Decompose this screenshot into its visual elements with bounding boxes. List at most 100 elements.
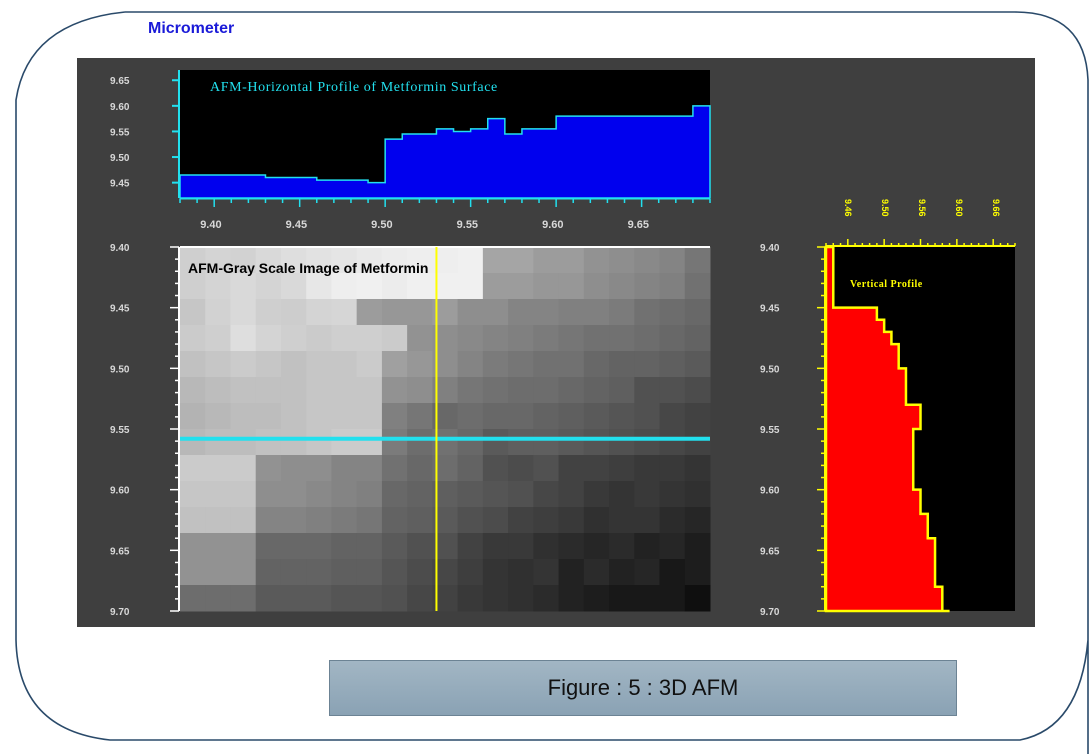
heatmap-cell [230, 481, 257, 508]
heatmap-cell [482, 273, 509, 300]
heatmap-cell [508, 455, 534, 482]
horizontal-profile-title: AFM-Horizontal Profile of Metformin Surf… [210, 80, 498, 95]
horizontal-profile-y-tick-label: 9.45 [110, 179, 130, 190]
heatmap-cell [583, 533, 610, 560]
heatmap-y-tick-label: 9.60 [110, 486, 130, 497]
heatmap-cell [659, 481, 686, 508]
heatmap-cell [356, 273, 383, 300]
heatmap-cell [306, 429, 332, 456]
heatmap-cell [634, 299, 661, 326]
heatmap-cell [381, 247, 408, 274]
heatmap-cell [558, 299, 585, 326]
heatmap-cell [306, 325, 332, 352]
heatmap-cell [407, 559, 433, 586]
heatmap-cell [280, 533, 307, 560]
heatmap-cell [457, 585, 484, 612]
vertical-profile-title: Vertical Profile [850, 279, 923, 290]
horizontal-profile-area [179, 105, 711, 199]
heatmap-y-tick-label: 9.65 [110, 546, 130, 557]
heatmap-cell [634, 377, 661, 404]
heatmap-cell [306, 247, 332, 274]
heatmap-cell [255, 585, 282, 612]
heatmap-cell [180, 559, 206, 586]
heatmap-cell [583, 325, 610, 352]
heatmap-cell [634, 325, 661, 352]
heatmap-cell [331, 351, 358, 378]
heatmap-cell [180, 533, 206, 560]
heatmap-cell [381, 481, 408, 508]
heatmap-cell [558, 403, 585, 430]
heatmap-cell [180, 403, 206, 430]
heatmap-cell [634, 429, 661, 456]
heatmap-cell [306, 351, 332, 378]
heatmap-cell [684, 533, 711, 560]
heatmap-cell [331, 403, 358, 430]
heatmap-cell [684, 377, 711, 404]
heatmap-cell [230, 533, 257, 560]
heatmap-cell [381, 403, 408, 430]
heatmap-cell [280, 247, 307, 274]
heatmap-cell [356, 403, 383, 430]
heatmap-cell [684, 429, 711, 456]
heatmap-cell [356, 429, 383, 456]
heatmap-cell [331, 299, 358, 326]
heatmap-cell [533, 247, 560, 274]
heatmap-cell [482, 559, 509, 586]
heatmap-cell [407, 299, 433, 326]
heatmap-cell [634, 533, 661, 560]
heatmap-cell [180, 585, 206, 612]
horizontal-profile-x-tick-label: 9.40 [200, 219, 221, 231]
heatmap-cell [558, 481, 585, 508]
heatmap-cell [457, 403, 484, 430]
heatmap-cell [407, 351, 433, 378]
heatmap-cell [533, 481, 560, 508]
heatmap-cell [306, 377, 332, 404]
heatmap-cell [508, 377, 534, 404]
horizontal-profile-x-tick-label: 9.60 [542, 219, 563, 231]
heatmap-title: AFM-Gray Scale Image of Metformin [188, 260, 428, 276]
heatmap-cell [634, 455, 661, 482]
heatmap-cell [255, 429, 282, 456]
heatmap-cell [684, 507, 711, 534]
heatmap-cell [508, 559, 534, 586]
heatmap-cell [205, 429, 231, 456]
heatmap-cell [533, 429, 560, 456]
heatmap-y-tick-label: 9.50 [110, 364, 130, 375]
heatmap-cell [407, 429, 433, 456]
heatmap-cell [558, 559, 585, 586]
heatmap-cell [482, 481, 509, 508]
heatmap-cell [508, 273, 534, 300]
heatmap-cell [508, 429, 534, 456]
heatmap-cell [230, 247, 257, 274]
heatmap-cell [558, 377, 585, 404]
heatmap-cell [255, 455, 282, 482]
heatmap-cell [609, 377, 635, 404]
heatmap-cell [634, 559, 661, 586]
heatmap-cell [407, 533, 433, 560]
heatmap-cell [356, 247, 383, 274]
heatmap-cell [684, 403, 711, 430]
heatmap-cell [533, 455, 560, 482]
heatmap-cell [457, 377, 484, 404]
horizontal-profile-x-tick-label: 9.45 [286, 219, 307, 231]
heatmap-cell [230, 429, 257, 456]
heatmap-y-tick-label: 9.70 [110, 607, 130, 618]
heatmap-cell [255, 403, 282, 430]
heatmap-cell [583, 481, 610, 508]
heatmap-cell [508, 325, 534, 352]
heatmap-cell [331, 377, 358, 404]
heatmap-cell [609, 585, 635, 612]
heatmap-cell [205, 455, 231, 482]
heatmap-cell [205, 351, 231, 378]
horizontal-profile-y-tick-label: 9.65 [110, 76, 130, 87]
heatmap-cell [457, 429, 484, 456]
heatmap-cell [508, 403, 534, 430]
heatmap-cell [609, 429, 635, 456]
heatmap-cell [508, 585, 534, 612]
heatmap-cell [533, 325, 560, 352]
heatmap-cell [230, 325, 257, 352]
heatmap-cell [609, 247, 635, 274]
heatmap-cell [356, 507, 383, 534]
heatmap-cell [609, 455, 635, 482]
heatmap-cell [356, 481, 383, 508]
